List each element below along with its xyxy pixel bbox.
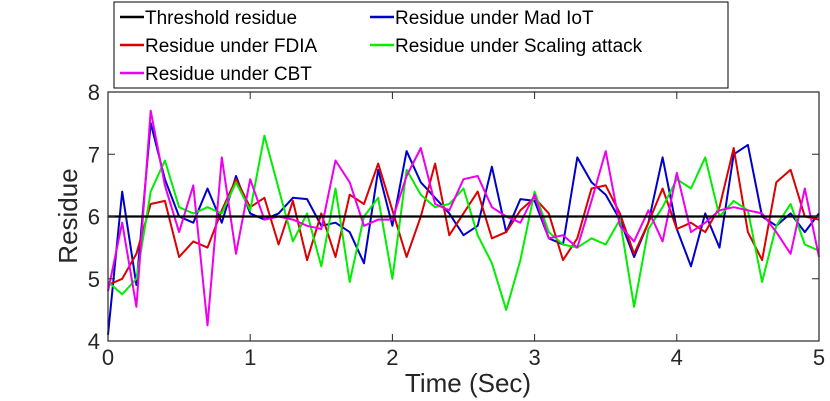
x-axis-label: Time (Sec) [405,368,531,398]
x-tick-label-1: 1 [244,345,256,370]
x-tick-label-4: 4 [671,345,683,370]
y-tick-label-1: 5 [88,267,100,292]
series-line-4 [107,109,820,327]
series-line-2 [107,147,820,286]
legend-label-1: Residue under Mad IoT [395,8,594,29]
legend: Threshold residue Residue under Mad IoT Re… [113,1,729,89]
legend-label-4: Residue under CBT [145,64,312,85]
legend-label-3: Residue under Scaling attack [395,36,643,57]
y-axis-label: Residue [53,168,83,263]
y-tick-label-0: 4 [88,329,100,354]
x-tick-label-0: 0 [102,345,114,370]
legend-label-2: Residue under FDIA [145,36,317,57]
x-tick-label-3: 3 [528,345,540,370]
series-line-1 [107,122,820,335]
y-tick-label-4: 8 [88,80,100,105]
series-line-3 [107,134,820,311]
axis-ticks: 0 1 2 3 4 5 4 5 6 7 8 [88,80,825,370]
y-tick-label-2: 6 [88,205,100,230]
y-tick-label-3: 7 [88,142,100,167]
plot-lines [107,109,820,335]
legend-box [113,1,729,89]
x-tick-label-2: 2 [386,345,398,370]
legend-label-0: Threshold residue [145,8,297,29]
x-tick-label-5: 5 [813,345,825,370]
